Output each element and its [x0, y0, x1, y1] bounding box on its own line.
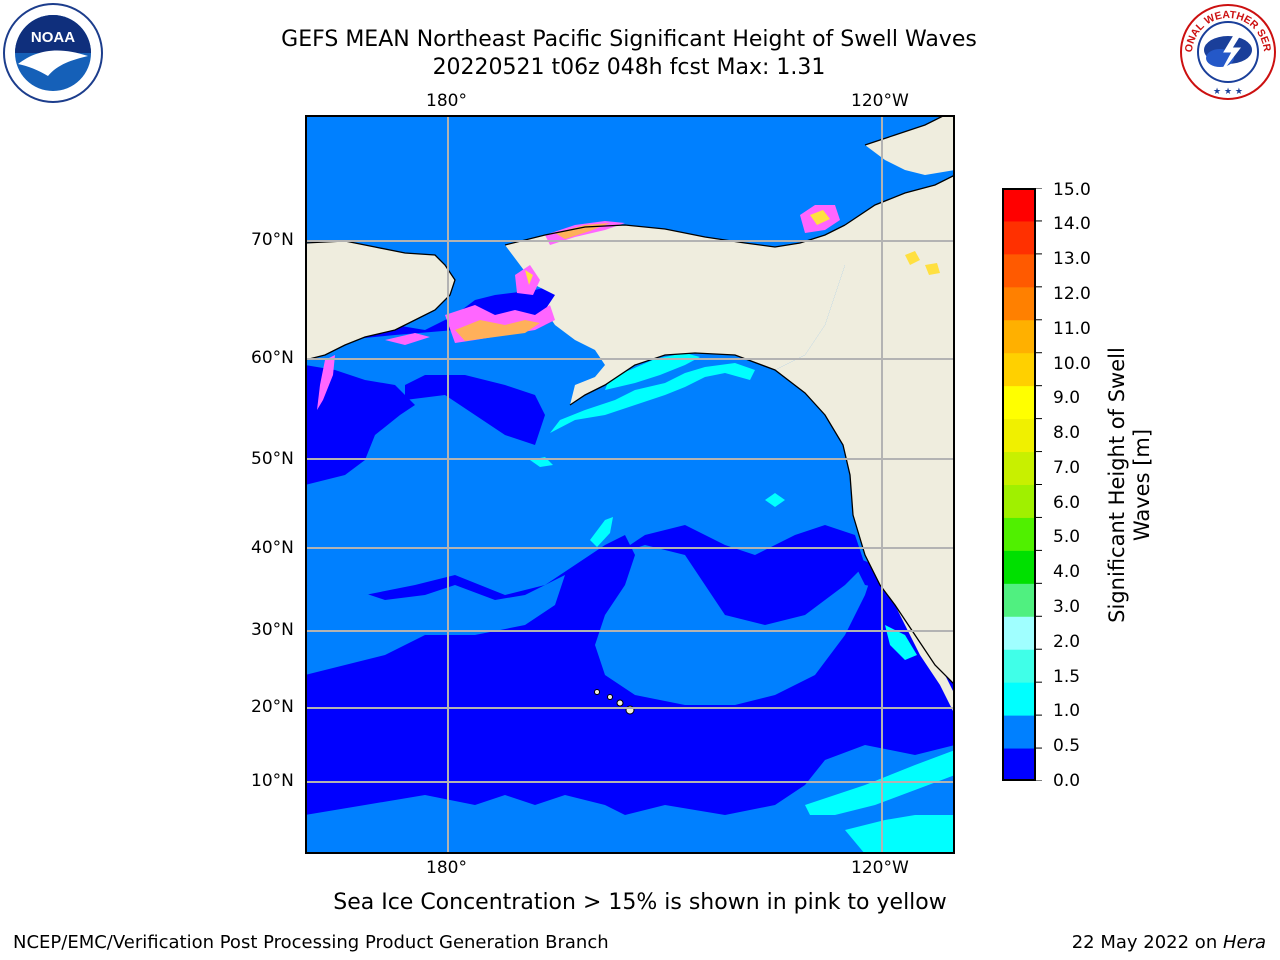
colorbar-tick-6: 6.0 [1053, 493, 1081, 513]
moderate-swell-patch-south [305, 795, 605, 854]
low-swell-region-west [305, 365, 415, 485]
colorbar-label-line1: Significant Height of Swell [1105, 347, 1129, 623]
colorbar-segment [1002, 220, 1036, 255]
high-swell-patch-coast [885, 625, 917, 660]
low-swell-region-mid [615, 525, 865, 625]
colorbar-segment [1002, 484, 1036, 518]
land-canada-islands [865, 115, 955, 175]
colorbar-segment [1002, 253, 1036, 288]
colorbar-tick-2: 2.0 [1053, 632, 1081, 652]
colorbar-segment [1002, 319, 1036, 354]
colorbar-segment [1002, 385, 1036, 420]
colorbar-label-line2: Waves [m] [1130, 428, 1154, 542]
high-swell-patch-south [845, 815, 955, 854]
lon-label-bottom-180: 180° [426, 858, 467, 878]
lon-label-bottom-120w: 120°W [851, 858, 909, 878]
svg-text:★ ★ ★: ★ ★ ★ [1213, 87, 1243, 97]
footer-date: 22 May 2022 on Hera [1072, 932, 1266, 953]
colorbar-tick-1: 1.0 [1053, 701, 1081, 721]
colorbar-tick-14: 14.0 [1053, 214, 1091, 234]
colorbar-tick-5: 5.0 [1053, 527, 1081, 547]
lon-label-top-180: 180° [426, 91, 467, 111]
colorbar-tick-1-5: 1.5 [1053, 667, 1081, 687]
footer-credit: NCEP/EMC/Verification Post Processing Pr… [13, 932, 609, 953]
moderate-swell-band [305, 575, 565, 675]
land-canada [775, 175, 955, 685]
chart-subtitle: 20220521 t06z 048h fcst Max: 1.31 [432, 55, 826, 80]
colorbar-frame [1002, 188, 1036, 781]
low-swell-region-east-coast [850, 555, 955, 675]
lat-label-30n: 30°N [251, 620, 294, 640]
lat-label-40n: 40°N [251, 538, 294, 558]
colorbar-label: Significant Height of Swell Waves [m] [1105, 325, 1155, 645]
colorbar-segment [1002, 583, 1036, 617]
lon-label-top-120w: 120°W [851, 91, 909, 111]
high-swell-patch-gulf-2 [605, 353, 700, 390]
colorbar-segment [1002, 352, 1036, 387]
gridlines [305, 115, 955, 854]
sea-ice-overlay [317, 205, 940, 410]
colorbar-tick-13: 13.0 [1053, 249, 1091, 269]
colorbar-segment [1002, 715, 1036, 749]
land-baja [895, 605, 955, 715]
colorbar-segment [1002, 550, 1036, 584]
colorbar-tick-9: 9.0 [1053, 388, 1081, 408]
colorbar-tick-0-5: 0.5 [1053, 736, 1081, 756]
colorbar-segment [1002, 649, 1036, 683]
colorbar-segment [1002, 748, 1036, 781]
high-swell-patch-mid [590, 517, 613, 547]
low-swell-region-central [405, 375, 545, 445]
footer-host: Hera [1222, 932, 1266, 953]
swell-height-map [305, 115, 955, 854]
lat-label-60n: 60°N [251, 348, 294, 368]
colorbar-tick-12: 12.0 [1053, 284, 1091, 304]
lat-label-10n: 10°N [251, 771, 294, 791]
colorbar-tick-4: 4.0 [1053, 562, 1081, 582]
colorbar-tick-10: 10.0 [1053, 354, 1091, 374]
colorbar-segment [1002, 188, 1036, 222]
footer-date-text: 22 May 2022 on [1071, 932, 1223, 953]
colorbar-segment [1002, 616, 1036, 650]
colorbar-tick-0: 0.0 [1053, 771, 1081, 791]
colorbar-segment [1002, 286, 1036, 321]
colorbar-tick-15: 15.0 [1053, 180, 1091, 200]
colorbar-tick-7: 7.0 [1053, 458, 1081, 478]
colorbar [1002, 188, 1042, 781]
colorbar-segment [1002, 517, 1036, 551]
high-swell-patch-east [765, 493, 785, 507]
colorbar-segment [1002, 451, 1036, 485]
colorbar-tick-11: 11.0 [1053, 319, 1091, 339]
lat-label-50n: 50°N [251, 449, 294, 469]
colorbar-segment [1002, 682, 1036, 716]
noaa-logo: NOAA [3, 3, 103, 103]
lat-label-20n: 20°N [251, 697, 294, 717]
sea-ice-note: Sea Ice Concentration > 15% is shown in … [333, 890, 947, 915]
colorbar-segment [1002, 418, 1036, 453]
land-siberia [305, 241, 455, 360]
nws-logo: NATIONAL WEATHER SERVICE ★ ★ ★ [1178, 2, 1276, 100]
map-frame [305, 115, 955, 854]
colorbar-tick-3: 3.0 [1053, 597, 1081, 617]
colorbar-tick-8: 8.0 [1053, 423, 1081, 443]
chart-title: GEFS MEAN Northeast Pacific Significant … [281, 27, 977, 52]
svg-text:NOAA: NOAA [31, 29, 75, 46]
high-swell-patch-gulf [550, 363, 755, 433]
lat-label-70n: 70°N [251, 230, 294, 250]
